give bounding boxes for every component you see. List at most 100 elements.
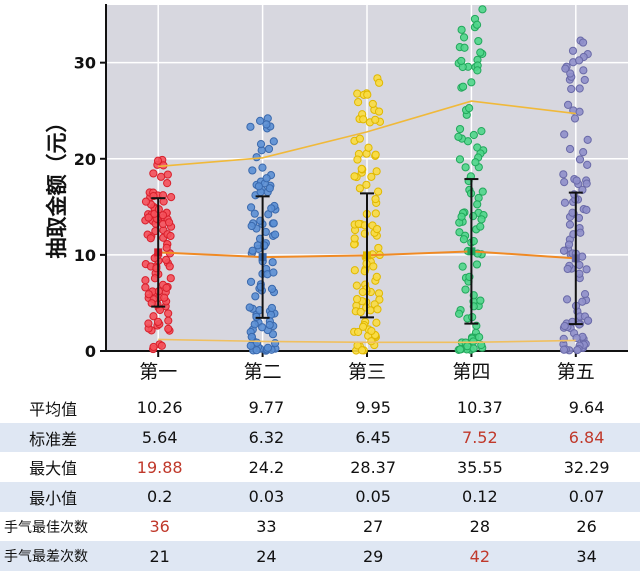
data-point xyxy=(250,320,259,329)
data-point xyxy=(459,235,468,244)
table-row: 最大值 19.88 24.2 28.37 35.55 32.29 xyxy=(0,452,640,482)
data-point xyxy=(350,234,359,243)
data-point xyxy=(357,346,367,355)
data-point xyxy=(374,243,383,253)
data-point xyxy=(372,272,381,281)
data-point xyxy=(245,303,254,312)
data-point xyxy=(371,209,380,218)
data-point xyxy=(580,75,589,85)
row-label: 平均值 xyxy=(29,399,78,419)
data-point xyxy=(264,144,274,154)
data-point xyxy=(267,204,276,213)
data-point xyxy=(258,323,267,332)
data-point xyxy=(583,135,592,144)
data-point xyxy=(269,137,278,146)
data-point xyxy=(560,321,569,331)
table-cell: 6.45 xyxy=(319,422,427,453)
data-point xyxy=(166,231,175,241)
data-point xyxy=(476,296,485,305)
data-point xyxy=(357,164,366,173)
data-point xyxy=(575,84,584,93)
data-point xyxy=(457,25,466,34)
y-tick-label: 30 xyxy=(74,54,96,73)
data-point xyxy=(353,327,363,337)
data-point xyxy=(246,277,256,286)
data-point xyxy=(372,167,381,176)
table-cell: 6.32 xyxy=(213,422,320,453)
max-line xyxy=(158,100,576,168)
table-cell: 34 xyxy=(533,541,640,572)
data-point xyxy=(141,197,151,206)
data-point xyxy=(352,281,361,290)
row-label: 手气最佳次数 xyxy=(4,519,88,536)
data-point xyxy=(559,345,569,354)
data-point xyxy=(570,114,580,123)
table-cell: 24.2 xyxy=(248,457,285,477)
y-axis-label: 抽取金额（元） xyxy=(45,112,69,259)
data-point xyxy=(563,100,573,109)
table-cell: 7.52 xyxy=(426,422,534,453)
data-point xyxy=(247,221,256,231)
table-cell: 36 xyxy=(149,517,170,537)
table-cell: 24 xyxy=(213,541,320,572)
data-point xyxy=(582,265,591,274)
data-point xyxy=(564,240,574,249)
data-point xyxy=(375,78,384,87)
row-label: 最大值 xyxy=(29,459,78,479)
data-point xyxy=(580,289,590,299)
data-point xyxy=(459,33,469,42)
data-point xyxy=(352,295,362,304)
table-cell: 5.64 xyxy=(106,422,214,453)
table-cell: 21 xyxy=(106,541,214,572)
data-point xyxy=(255,116,265,125)
data-point xyxy=(373,305,382,314)
data-point xyxy=(583,316,593,325)
y-tick-label: 0 xyxy=(85,342,96,361)
data-point xyxy=(375,295,384,304)
data-point xyxy=(164,324,173,333)
data-point xyxy=(575,155,585,164)
data-point xyxy=(559,246,569,255)
data-point xyxy=(567,84,576,94)
table-cell: 26 xyxy=(576,517,597,537)
data-point xyxy=(469,337,478,346)
data-point xyxy=(256,140,266,149)
table-cell: 32.29 xyxy=(563,457,610,477)
data-point xyxy=(582,179,591,188)
data-point xyxy=(146,234,155,243)
data-point xyxy=(575,269,584,278)
table-cell: 10.37 xyxy=(456,398,503,418)
data-point xyxy=(371,194,380,204)
table-cell: 9.64 xyxy=(568,398,605,418)
data-point xyxy=(582,205,591,214)
data-point xyxy=(268,330,278,339)
table-cell: 27 xyxy=(362,517,384,537)
data-point xyxy=(263,343,273,352)
data-point xyxy=(269,219,278,228)
data-point xyxy=(461,285,470,294)
data-point xyxy=(474,36,483,46)
data-point xyxy=(367,172,376,181)
data-point xyxy=(353,155,362,164)
data-point xyxy=(164,309,173,318)
data-point xyxy=(248,166,257,175)
data-point xyxy=(374,187,383,196)
table-cell: 6.84 xyxy=(533,422,640,453)
table-cell: 42 xyxy=(426,541,534,572)
stats-table: 平均值 10.26 9.77 9.95 10.37 9.64 标准差 5.64 6.32 6.45… xyxy=(0,393,640,572)
data-point xyxy=(371,115,380,124)
data-point xyxy=(471,158,480,167)
data-point xyxy=(149,169,158,178)
data-point xyxy=(573,345,582,355)
data-point xyxy=(167,193,176,202)
table-cell: 0.03 xyxy=(213,482,320,512)
min-line xyxy=(158,338,576,344)
table-cell: 0.2 xyxy=(106,482,214,512)
data-point xyxy=(364,143,373,152)
data-point xyxy=(162,283,171,292)
data-point xyxy=(476,48,485,57)
data-point xyxy=(362,180,371,189)
data-point xyxy=(469,130,478,140)
data-point xyxy=(457,212,466,221)
data-point xyxy=(163,170,172,179)
